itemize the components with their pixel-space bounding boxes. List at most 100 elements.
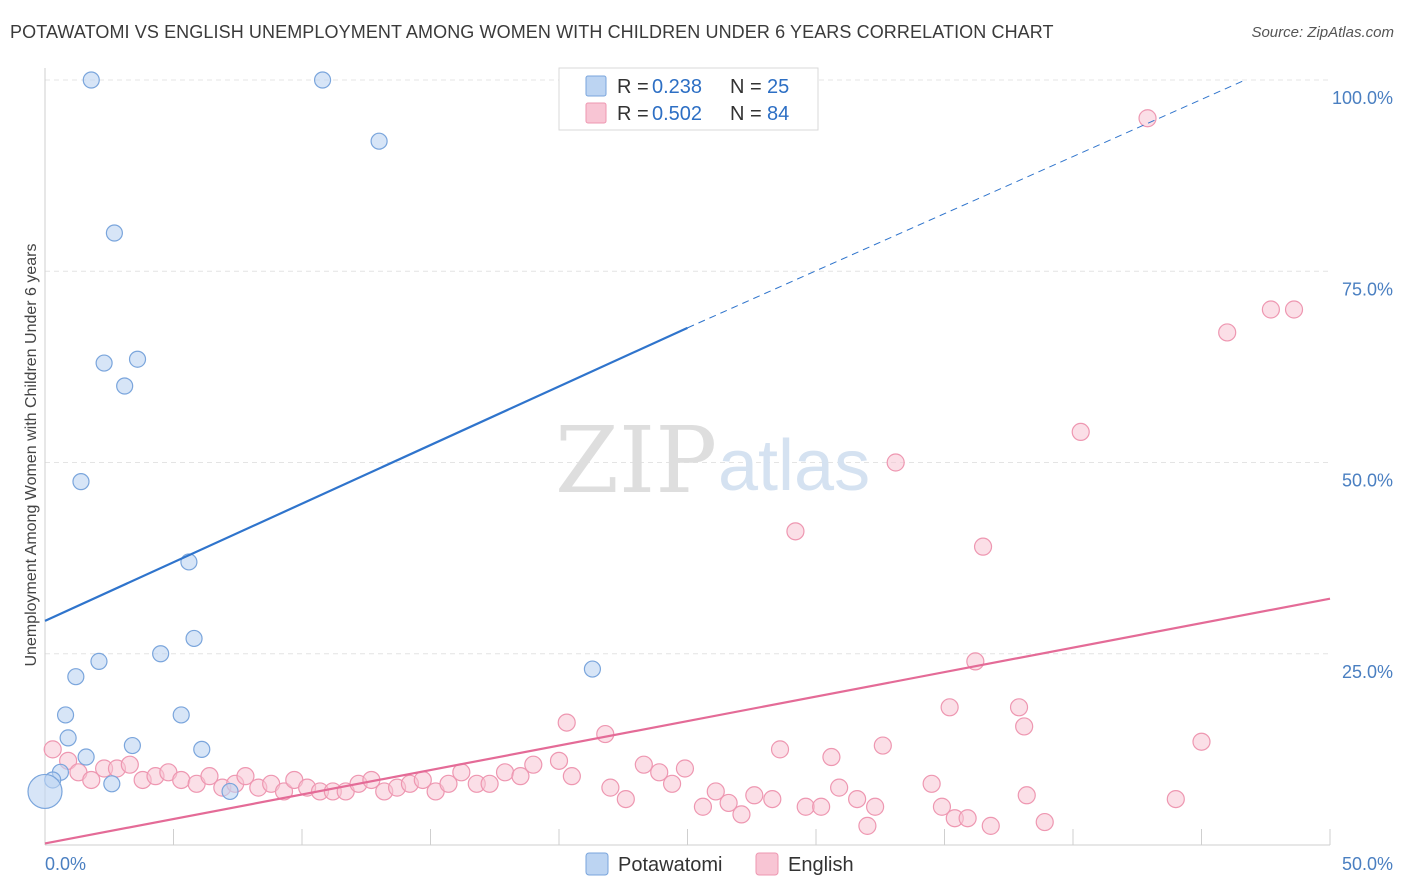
y-axis-tick-labels: 100.0% 75.0% 50.0% 25.0% (1332, 88, 1393, 682)
english-point (82, 770, 101, 790)
potawatomi-trend-line (44, 326, 688, 622)
potawatomi-point (116, 377, 134, 395)
legend-swatch-potawatomi (585, 75, 607, 97)
y-axis-title: Unemployment Among Women with Children U… (23, 243, 40, 666)
grid-lines (45, 79, 1330, 655)
legend-n-label-potawatomi: N = (730, 76, 762, 98)
series-legend-label-english: English (788, 854, 854, 876)
potawatomi-point (193, 740, 211, 758)
english-trend-line (44, 597, 1331, 845)
english-point (1035, 812, 1054, 832)
potawatomi-point (67, 668, 85, 686)
english-point (706, 782, 725, 801)
english-point (693, 797, 713, 816)
english-point (745, 786, 764, 805)
trend-lines (44, 79, 1331, 845)
potawatomi-point (90, 652, 108, 671)
legend-r-value-potawatomi: 0.238 (652, 76, 702, 98)
english-point (940, 698, 959, 717)
english-point (1071, 422, 1090, 441)
english-point (549, 751, 569, 770)
english-point (616, 789, 635, 809)
english-point (1218, 323, 1237, 342)
potawatomi-point (172, 706, 190, 724)
english-point (524, 755, 543, 774)
potawatomi-point (370, 132, 388, 150)
potawatomi-point (128, 350, 147, 368)
english-point (796, 797, 815, 816)
legend-r-value-english: 0.502 (652, 103, 702, 125)
english-point (770, 740, 790, 759)
english-point (172, 770, 191, 790)
legend-n-label-english: N = (730, 103, 762, 125)
english-point (932, 797, 952, 816)
watermark-atlas: atlas (718, 426, 870, 506)
legend-swatch-english (585, 102, 607, 124)
english-point (886, 453, 905, 472)
english-point (973, 537, 993, 556)
y-tick-label: 100.0% (1332, 88, 1393, 108)
english-point (873, 736, 892, 755)
potawatomi-point (82, 71, 100, 89)
english-point (596, 724, 615, 744)
potawatomi-point (105, 224, 123, 242)
english-point (1017, 786, 1036, 805)
english-point (732, 805, 751, 824)
english-point (120, 755, 139, 774)
series-legend-swatch-english (755, 852, 779, 876)
series-legend: Potawatomi English (585, 852, 854, 876)
source-credit: Source: ZipAtlas.com (1251, 24, 1394, 41)
potawatomi-point (123, 736, 141, 755)
english-point (562, 767, 581, 786)
english-point (812, 797, 831, 816)
potawatomi-trend-extension (687, 79, 1246, 329)
english-point (848, 789, 867, 809)
english-point (1015, 717, 1034, 736)
watermark-zip: ZIP (555, 407, 717, 514)
english-point (43, 740, 62, 759)
english-point (1166, 789, 1185, 809)
english-point (236, 767, 255, 786)
english-point (763, 789, 782, 809)
series-legend-swatch-potawatomi (585, 852, 609, 876)
potawatomi-point (583, 660, 602, 678)
english-point (866, 797, 885, 816)
potawatomi-point (313, 71, 332, 89)
x-axis-ticks (44, 829, 1331, 845)
english-point (858, 816, 877, 835)
english-point (495, 763, 515, 782)
potawatomi-point (56, 706, 75, 724)
english-points (43, 109, 1304, 835)
english-point (650, 763, 669, 782)
correlation-legend: R = 0.238 N = 25 R = 0.502 N = 84 (558, 67, 819, 131)
english-point (958, 809, 977, 828)
english-point (200, 767, 219, 786)
series-legend-label-potawatomi: Potawatomi (618, 854, 723, 876)
potawatomi-point (27, 773, 63, 810)
y-tick-label: 50.0% (1342, 471, 1393, 491)
x-tick-label-max: 50.0% (1342, 854, 1393, 874)
english-point (601, 778, 620, 797)
y-tick-label: 75.0% (1342, 279, 1393, 299)
legend-r-label-english: R = (617, 103, 649, 125)
english-point (1138, 109, 1157, 128)
english-point (830, 778, 849, 797)
legend-n-value-english: 84 (767, 103, 789, 125)
english-point (822, 747, 841, 767)
english-point (719, 793, 738, 813)
legend-r-label-potawatomi: R = (617, 76, 649, 98)
potawatomi-points (27, 71, 602, 810)
english-point (557, 713, 576, 732)
potawatomi-point (72, 473, 90, 491)
x-tick-label-min: 0.0% (45, 854, 86, 874)
english-point (511, 767, 530, 786)
english-point (786, 522, 805, 541)
english-point (675, 759, 695, 778)
potawatomi-point (95, 354, 113, 372)
english-point (922, 774, 941, 793)
potawatomi-point (221, 782, 239, 801)
y-tick-label: 25.0% (1342, 662, 1393, 682)
english-point (1009, 698, 1029, 717)
english-point (274, 782, 294, 801)
